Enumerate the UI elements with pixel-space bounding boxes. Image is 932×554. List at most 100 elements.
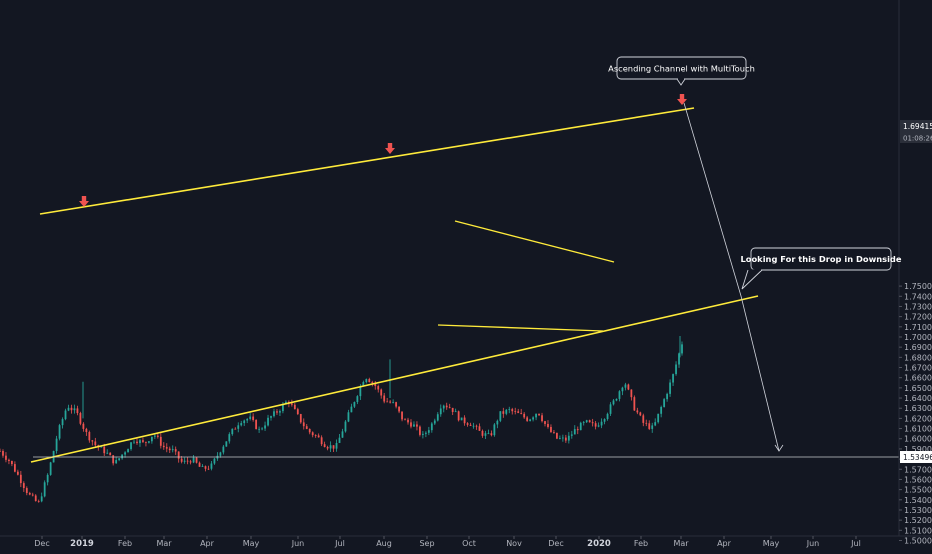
- candle-body: [267, 417, 269, 426]
- candle-body: [377, 386, 380, 390]
- candle-body: [535, 413, 537, 418]
- candle-body: [73, 408, 76, 411]
- candle-body: [302, 422, 305, 427]
- candle-body: [222, 446, 225, 453]
- candle-body: [639, 412, 642, 416]
- candle-body: [502, 411, 505, 414]
- countdown-tag: [900, 132, 932, 143]
- candle-body: [648, 423, 651, 429]
- y-tick-label: 1.52000: [904, 516, 932, 525]
- candle-body: [612, 400, 615, 405]
- candle-body: [13, 464, 16, 472]
- candle-body: [424, 432, 427, 434]
- down-arrow-marker-icon: [385, 143, 395, 154]
- candle-body: [0, 450, 1, 452]
- candle-body: [410, 422, 412, 427]
- candle-body: [2, 451, 4, 456]
- candle-body: [139, 440, 141, 444]
- y-tick-label: 1.57000: [904, 465, 932, 474]
- y-tick-label: 1.74000: [904, 292, 932, 301]
- candle-body: [666, 393, 669, 400]
- candle-body: [490, 433, 493, 436]
- candle-body: [177, 451, 180, 459]
- candle-body: [28, 492, 31, 495]
- candle-body: [11, 460, 13, 465]
- y-tick-label: 1.72000: [904, 313, 932, 322]
- candle-body: [606, 413, 609, 420]
- candle-body: [43, 482, 46, 497]
- candle-body: [633, 397, 636, 411]
- candle-body: [159, 436, 162, 446]
- candle-body: [285, 401, 287, 405]
- candle-body: [22, 483, 25, 489]
- candle-body: [49, 462, 52, 475]
- candle-body: [64, 410, 67, 420]
- candle-body: [520, 412, 523, 414]
- x-tick-label: Sep: [419, 539, 434, 548]
- wedge-upper-trendline: [454, 220, 615, 263]
- candle-body: [624, 384, 627, 388]
- candle-body: [142, 440, 144, 442]
- candle-body: [299, 414, 302, 423]
- x-tick-label: Apr: [200, 539, 215, 548]
- candle-body: [532, 417, 534, 420]
- support-price-tag: [900, 451, 932, 463]
- candle-body: [296, 409, 299, 415]
- candle-body: [264, 425, 266, 429]
- x-tick-label: Mar: [156, 539, 172, 548]
- candle-body: [25, 488, 28, 493]
- candle-body: [201, 466, 204, 468]
- candle-body: [198, 462, 201, 467]
- drawings-layer[interactable]: [30, 94, 899, 463]
- candle-body: [85, 428, 88, 433]
- candle-body: [517, 411, 520, 413]
- candle-body: [445, 405, 448, 408]
- y-tick-label: 1.60000: [904, 435, 932, 444]
- candle-body: [374, 383, 377, 387]
- x-tick-label: Apr: [717, 539, 732, 548]
- candle-body: [234, 428, 237, 430]
- x-tick-label: Mar: [673, 539, 689, 548]
- candle-body: [317, 435, 320, 438]
- candle-body: [58, 425, 61, 439]
- x-tick-label: May: [243, 539, 260, 548]
- y-tick-label: 1.51000: [904, 526, 932, 535]
- candle-body: [282, 404, 284, 412]
- candle-body: [82, 423, 85, 429]
- candle-body: [332, 445, 335, 449]
- candle-body: [311, 432, 314, 436]
- candle-body: [416, 424, 418, 427]
- drop-callout-pointer-icon: [741, 269, 763, 290]
- candle-body: [5, 455, 7, 460]
- projection-arrowhead-icon: [774, 444, 784, 452]
- candle-body: [407, 419, 409, 423]
- candle-body: [195, 457, 198, 463]
- candle-body: [538, 413, 540, 416]
- candle-body: [460, 417, 463, 421]
- candle-body: [419, 426, 421, 435]
- candle-body: [168, 448, 171, 451]
- candle-body: [618, 391, 621, 399]
- support-price-text: 1.53496: [903, 453, 932, 462]
- candle-body: [636, 410, 639, 413]
- candle-body: [150, 436, 153, 442]
- candle-body: [588, 420, 591, 423]
- candle-body: [356, 396, 359, 403]
- y-tick-label: 1.65000: [904, 384, 932, 393]
- candle-body: [466, 423, 469, 425]
- y-tick-label: 1.69000: [904, 343, 932, 352]
- candle-body: [174, 449, 177, 452]
- candle-body: [329, 445, 332, 449]
- candle-body: [228, 434, 231, 442]
- x-tick-label: Oct: [462, 539, 476, 548]
- candle-body: [579, 422, 582, 431]
- candle-body: [249, 416, 252, 419]
- candle-body: [609, 404, 612, 414]
- candle-body: [553, 432, 555, 433]
- candle-body: [511, 409, 514, 412]
- candle-body: [40, 496, 43, 502]
- channel-upper-trendline: [39, 107, 695, 215]
- x-tick-label: Jun: [806, 539, 820, 548]
- candle-body: [186, 460, 189, 462]
